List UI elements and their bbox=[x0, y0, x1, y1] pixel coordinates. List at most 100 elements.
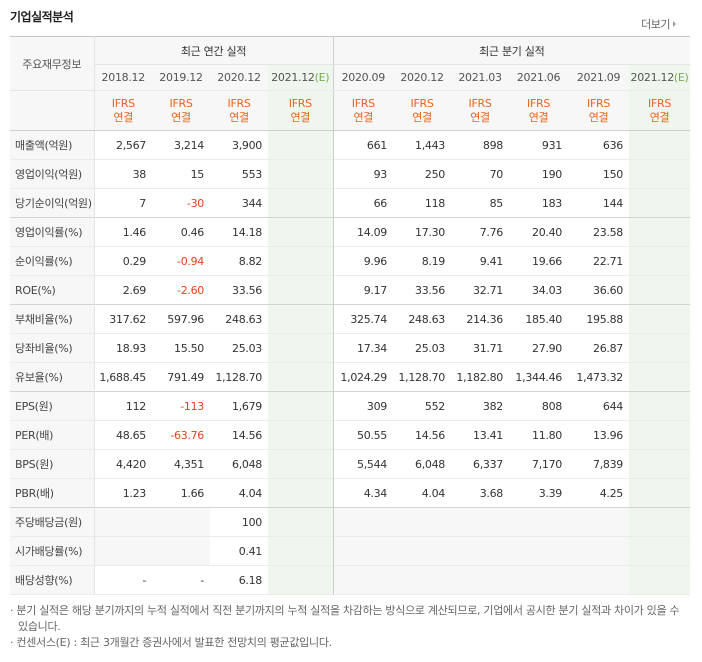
metric-value bbox=[152, 507, 210, 537]
metric-value: 4.04 bbox=[421, 486, 446, 500]
consolidated-label: 연결 bbox=[290, 110, 311, 124]
metric-value: 636 bbox=[602, 138, 624, 152]
metric-value: 553 bbox=[241, 167, 262, 181]
metric-value: 20.40 bbox=[532, 225, 563, 239]
footnote-quarterly: · 분기 실적은 해당 분기까지의 누적 실적에서 직전 분기까지의 누적 실적… bbox=[10, 604, 680, 633]
metric-value bbox=[268, 565, 334, 595]
metric-value: 50.55 bbox=[332, 420, 394, 450]
metric-value: 1,024.29 bbox=[332, 362, 394, 392]
metric-value: 1,128.70 bbox=[215, 370, 262, 384]
metric-value bbox=[268, 391, 334, 421]
metric-value: 38 bbox=[132, 167, 147, 181]
metric-value: 26.87 bbox=[593, 341, 624, 355]
metric-value bbox=[94, 536, 152, 566]
metric-value bbox=[393, 536, 452, 566]
table-row: 주당배당금(원) 100 bbox=[10, 507, 691, 537]
metric-value: 118 bbox=[424, 196, 446, 210]
period-label: 2021.03 bbox=[458, 71, 502, 84]
metric-value: 344 bbox=[241, 196, 262, 210]
more-link-label: 더보기 bbox=[641, 18, 670, 31]
metric-value: 0.41 bbox=[238, 544, 263, 558]
metric-value: -0.94 bbox=[177, 254, 204, 268]
metric-value bbox=[509, 565, 569, 595]
metric-value: 4.04 bbox=[238, 486, 263, 500]
metric-label: 영업이익(억원) bbox=[10, 159, 95, 189]
metric-value bbox=[268, 507, 334, 537]
metric-value: 15 bbox=[190, 167, 205, 181]
metric-value: 17.30 bbox=[415, 225, 446, 239]
metric-value bbox=[332, 536, 394, 566]
table-row: 순이익률(%) 0.29 -0.94 8.82 9.96 8.19 9.41 19.66 22.… bbox=[10, 246, 691, 276]
metric-value: 214.36 bbox=[466, 312, 504, 326]
ifrs-row-head bbox=[10, 90, 95, 131]
table-row: 영업이익(억원) 38 15 553 93 250 70 190 150 bbox=[10, 159, 691, 189]
metric-value: 325.74 bbox=[332, 304, 394, 334]
ifrs-label: IFRS bbox=[410, 96, 434, 110]
table-row: ROE(%) 2.69 -2.60 33.56 9.17 33.56 32.71 34.03 3… bbox=[10, 275, 691, 305]
accounting-standard: IFRS 연결 bbox=[268, 90, 334, 131]
metric-value bbox=[268, 304, 334, 334]
metric-label: 유보율(%) bbox=[10, 362, 95, 392]
metric-value bbox=[629, 391, 691, 421]
metric-value: 22.71 bbox=[593, 254, 624, 268]
metric-value: 7 bbox=[139, 196, 146, 210]
metric-value: - bbox=[142, 573, 146, 587]
metric-value: 11.80 bbox=[532, 428, 563, 442]
metric-value bbox=[629, 333, 691, 363]
metric-value: 552 bbox=[424, 399, 446, 413]
table-row: EPS(원) 112 -113 1,679 309 552 382 808 644 bbox=[10, 391, 691, 421]
metric-value: 14.09 bbox=[332, 217, 394, 247]
table-row: 배당성향(%) - - 6.18 bbox=[10, 565, 691, 595]
metric-value bbox=[568, 536, 630, 566]
period-header: 2021.06 bbox=[509, 64, 569, 91]
metric-value: 100 bbox=[241, 515, 262, 529]
metric-value: 183 bbox=[541, 196, 563, 210]
ifrs-label: IFRS bbox=[468, 96, 492, 110]
period-label: 2021.09 bbox=[576, 71, 621, 84]
consolidated-label: 연결 bbox=[412, 110, 432, 124]
period-label: 2021.12 bbox=[271, 71, 315, 84]
metric-value: 4.34 bbox=[332, 478, 394, 508]
metric-value: 85 bbox=[489, 196, 504, 210]
metric-value: 31.71 bbox=[473, 341, 504, 355]
table-row: 시가배당률(%) 0.41 bbox=[10, 536, 691, 566]
metric-label: 당좌비율(%) bbox=[10, 333, 95, 363]
metric-label: 시가배당률(%) bbox=[10, 536, 95, 566]
metric-value: 48.65 bbox=[116, 428, 146, 442]
metric-value: 309 bbox=[332, 391, 394, 421]
metric-value: 898 bbox=[482, 138, 504, 152]
metric-value: 17.34 bbox=[332, 333, 394, 363]
metric-label: 순이익률(%) bbox=[10, 246, 95, 276]
metric-value bbox=[629, 130, 691, 160]
metric-value bbox=[393, 507, 452, 537]
metric-value: 3.68 bbox=[479, 486, 504, 500]
metric-value: 34.03 bbox=[532, 283, 563, 297]
metric-value bbox=[629, 159, 691, 189]
metric-value: 25.03 bbox=[415, 341, 446, 355]
metric-value bbox=[268, 449, 334, 479]
period-label: 2020.09 bbox=[341, 71, 386, 84]
financial-table: 주요재무정보 최근 연간 실적 최근 분기 실적 2018.12 2019.12 2… bbox=[10, 36, 691, 595]
metric-value bbox=[268, 275, 334, 305]
metric-value: 33.56 bbox=[232, 283, 262, 297]
metric-value: 144 bbox=[602, 196, 624, 210]
metric-value: 36.60 bbox=[593, 283, 624, 297]
accounting-standard: IFRS 연결 bbox=[332, 90, 394, 131]
metric-value bbox=[568, 565, 630, 595]
metric-value bbox=[568, 507, 630, 537]
consolidated-label: 연결 bbox=[588, 110, 609, 124]
metric-value: 9.17 bbox=[332, 275, 394, 305]
metric-value: 13.96 bbox=[593, 428, 624, 442]
metric-value bbox=[629, 246, 691, 276]
table-row: BPS(원) 4,420 4,351 6,048 5,544 6,048 6,337 7,17… bbox=[10, 449, 691, 479]
metric-label: PBR(배) bbox=[10, 478, 95, 508]
period-header: 2019.12 bbox=[152, 64, 210, 91]
period-label: 2020.12 bbox=[400, 71, 444, 84]
metric-value: 5,544 bbox=[332, 449, 394, 479]
metric-value bbox=[629, 507, 691, 537]
more-link[interactable]: 더보기 bbox=[641, 16, 676, 32]
metric-value: 250 bbox=[424, 167, 446, 181]
row-head-label: 주요재무정보 bbox=[10, 36, 95, 91]
metric-value: 13.41 bbox=[473, 428, 504, 442]
